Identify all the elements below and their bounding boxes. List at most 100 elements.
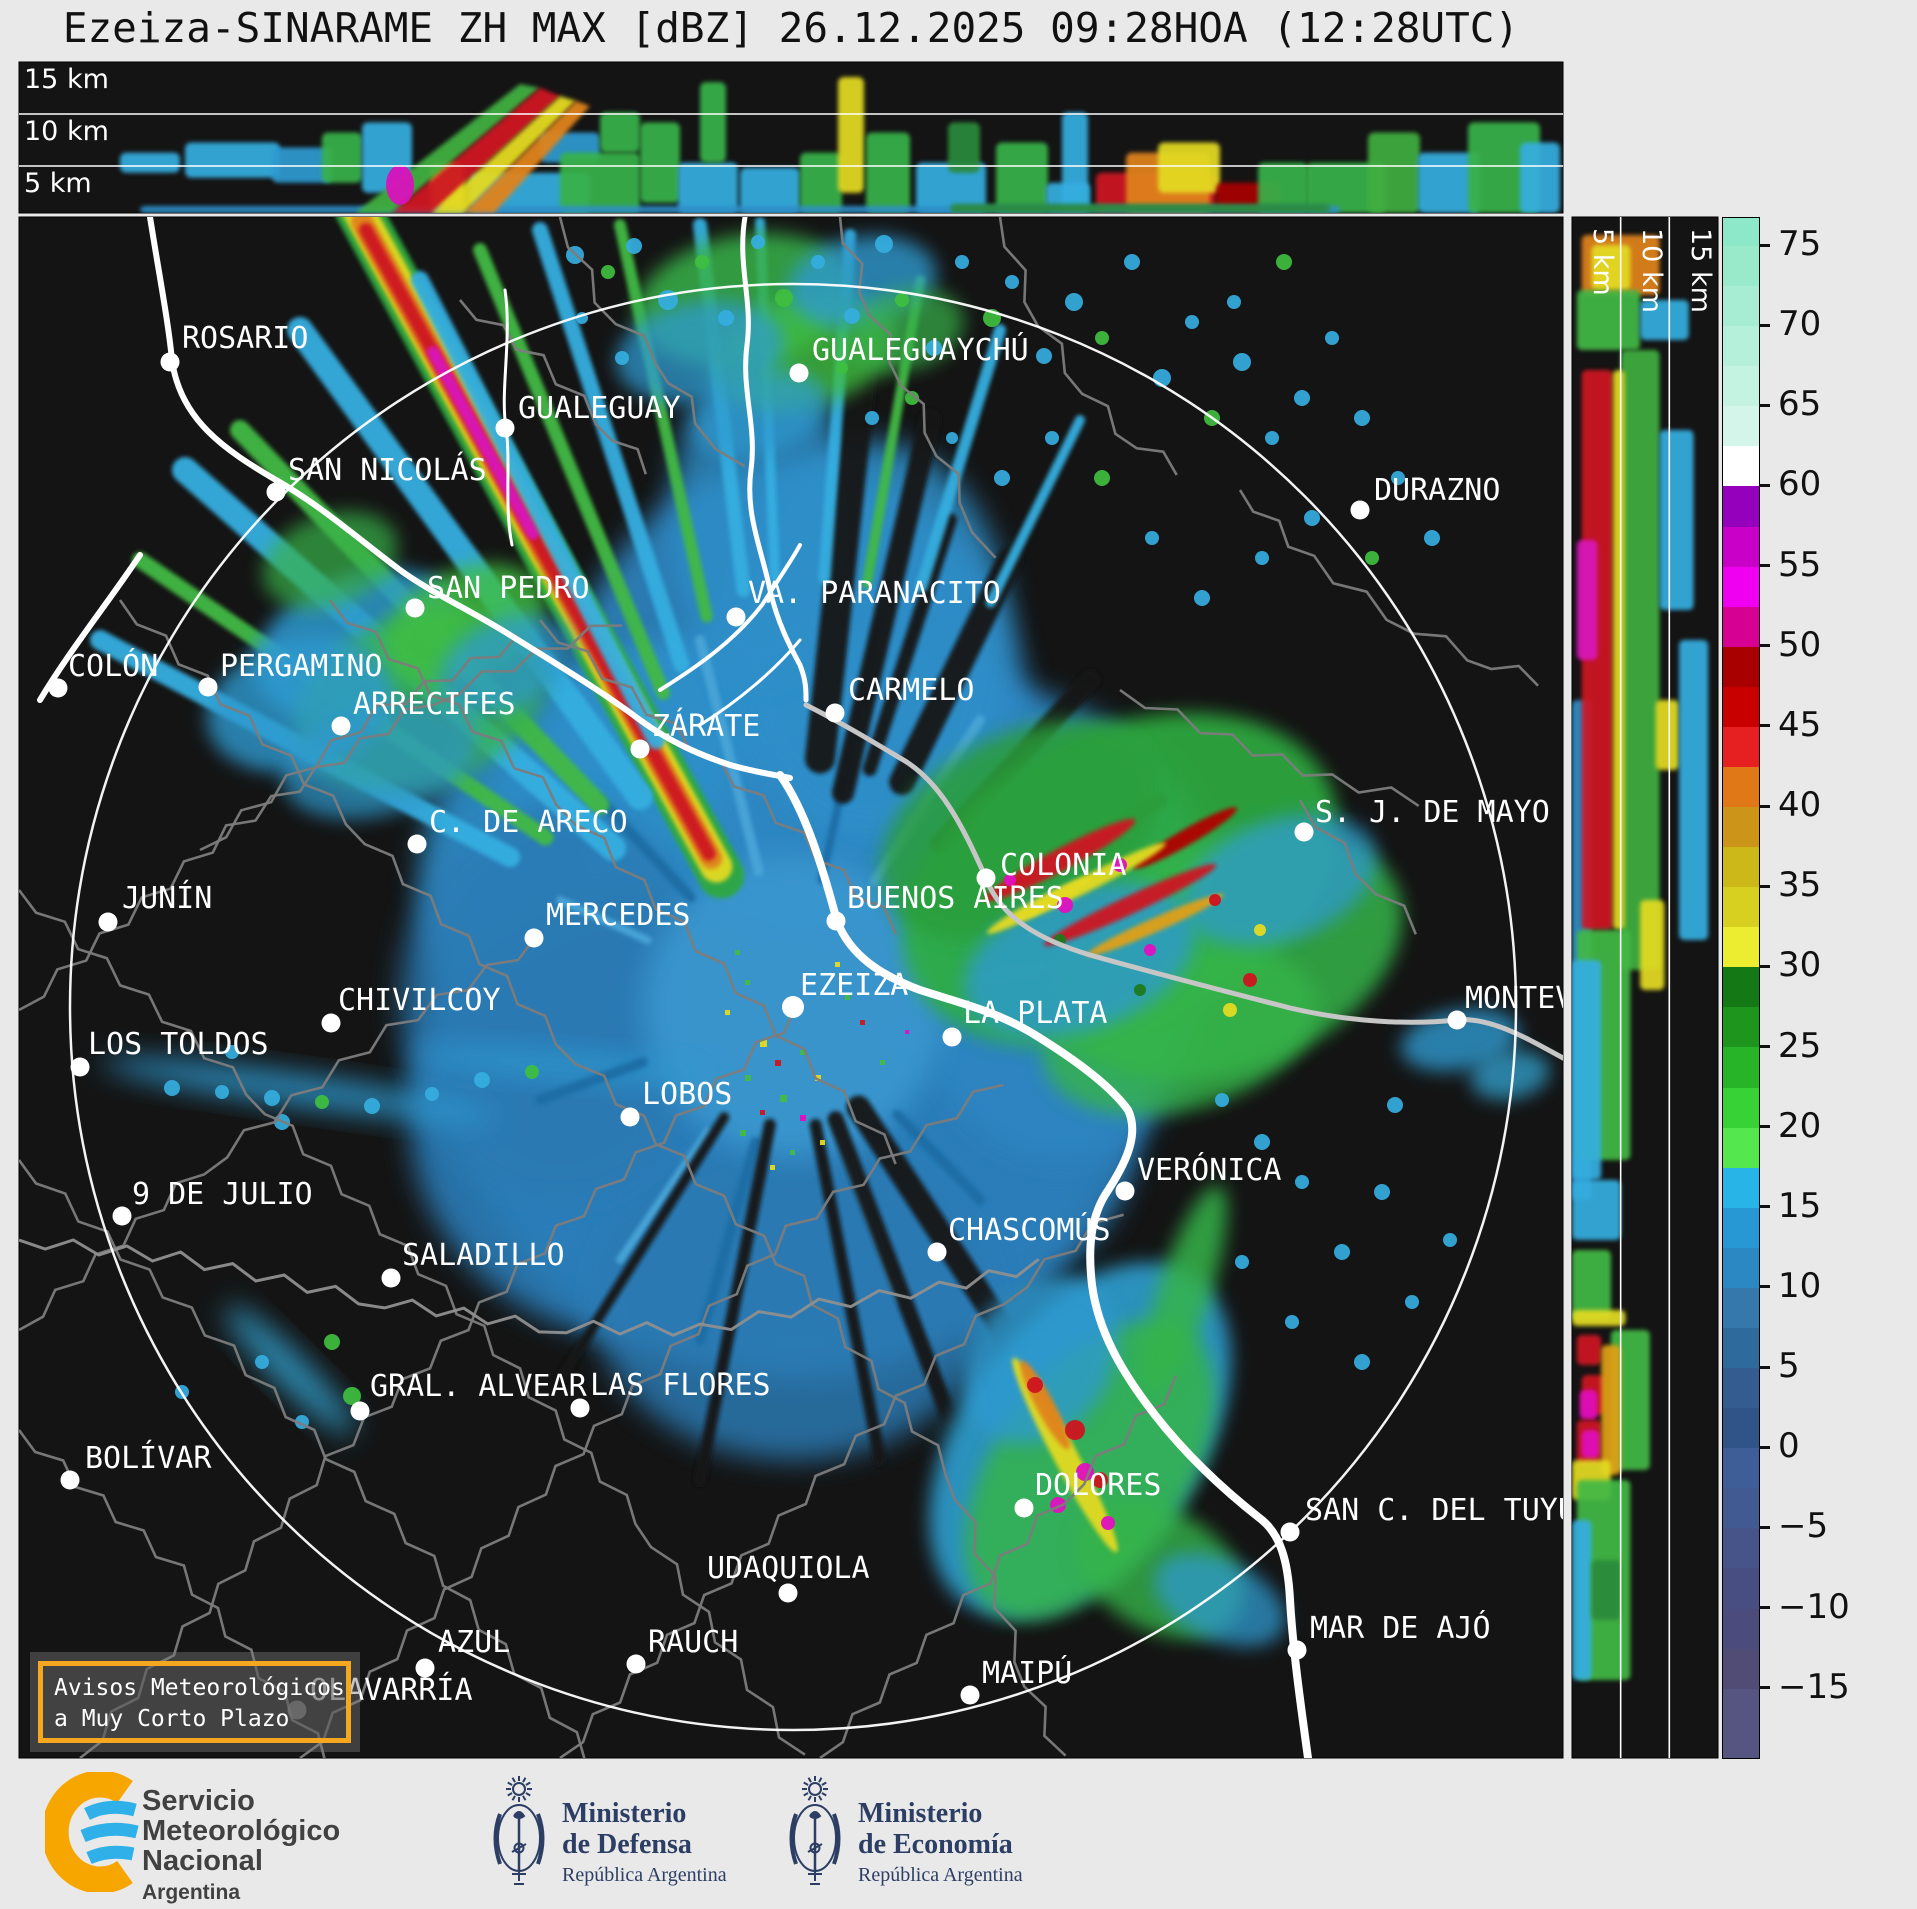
colorbar-segment <box>1723 1087 1759 1128</box>
xsec-echo <box>1572 1180 1621 1240</box>
city-dot <box>976 868 996 888</box>
echo-dot <box>1265 431 1279 445</box>
river <box>658 543 802 692</box>
colorbar-tick-mark <box>1759 1365 1770 1369</box>
city-label: CARMELO <box>848 673 974 708</box>
xsec-echo <box>948 122 980 173</box>
ministry-country: República Argentina <box>858 1864 1023 1886</box>
ministry-line: Ministerio <box>562 1798 687 1829</box>
colorbar-tick-label: 70 <box>1778 304 1822 345</box>
echo-dot <box>1424 530 1440 546</box>
ground-clutter <box>845 995 850 1000</box>
warning-line-2: a Muy Corto Plazo <box>54 1706 290 1732</box>
city-dot <box>160 352 180 372</box>
storm-cluster <box>262 511 398 609</box>
colorbar-segment <box>1723 646 1759 687</box>
echo-streak <box>535 1057 648 1105</box>
top-axis-label-10km: 10 km <box>24 116 109 147</box>
city-dot <box>70 1057 90 1077</box>
colorbar-tick-label: 65 <box>1778 384 1822 425</box>
city-dot <box>287 1700 307 1720</box>
colorbar-segment <box>1723 366 1759 407</box>
city-label: RAUCH <box>648 1625 738 1660</box>
colorbar-segment <box>1723 406 1759 447</box>
colorbar-tick-mark <box>1759 884 1770 888</box>
xsec-core <box>386 165 414 205</box>
colorbar-segment <box>1723 1207 1759 1248</box>
echo-dot <box>865 411 879 425</box>
xsec-echo <box>560 152 640 213</box>
xsec-echo <box>1576 1335 1602 1365</box>
xsec-echo <box>996 142 1048 213</box>
storm-core-dot <box>1223 1003 1237 1017</box>
xsec-echo <box>1306 162 1386 213</box>
xsec-echo <box>1620 350 1660 970</box>
colorbar-segment <box>1723 246 1759 287</box>
city-label: BOLÍVAR <box>85 1440 212 1476</box>
city-label: VA. PARANACITO <box>748 576 1001 611</box>
crest-ray <box>818 1777 823 1783</box>
xsec-echo <box>950 203 1330 213</box>
colorbar-tick-label: 75 <box>1778 224 1822 265</box>
warning-box-frame: Avisos Meteorológicos a Muy Corto Plazo <box>38 1661 351 1743</box>
echo-dot <box>1304 510 1320 526</box>
echo-dot <box>811 255 825 269</box>
xsec-echo <box>1258 162 1308 213</box>
interference-spike <box>915 324 1006 593</box>
colorbar-tick-label: 20 <box>1778 1105 1822 1146</box>
city-label: JUNÍN <box>122 880 212 916</box>
echo-dot <box>1124 254 1140 270</box>
colorbar-segment <box>1723 218 1759 247</box>
storm-cluster <box>282 700 478 820</box>
xsec-echo <box>600 112 640 153</box>
echo-dot <box>1391 471 1405 485</box>
storm-cluster <box>1470 1050 1550 1100</box>
city-dot <box>927 1242 947 1262</box>
crest-ray <box>821 1792 827 1797</box>
district-boundary <box>538 619 898 935</box>
city-label: S. J. DE MAYO <box>1315 795 1550 830</box>
ground-clutter <box>835 962 840 967</box>
echo-dot <box>1354 1354 1370 1370</box>
echo-dot <box>601 265 615 279</box>
crest-ray <box>511 1777 516 1783</box>
district-boundary <box>79 1005 798 1758</box>
xsec-echo <box>272 147 332 183</box>
xsec-echo <box>866 132 910 213</box>
colorbar-tick-mark <box>1759 243 1770 247</box>
city-label: SAN NICOLÁS <box>288 452 487 488</box>
echo-dot <box>1233 353 1251 371</box>
district-boundary <box>19 1159 586 1758</box>
echo-dot <box>926 340 942 356</box>
crest-laurel <box>536 1813 545 1865</box>
city-dot <box>620 1107 640 1127</box>
blocked-sector <box>846 1095 1022 1352</box>
economia-crest-icon <box>789 1776 841 1885</box>
city-label: AZUL <box>438 1625 510 1660</box>
colorbar-segment <box>1723 807 1759 848</box>
ground-clutter <box>880 1060 885 1065</box>
city-label: SAN C. DEL TUYÚ <box>1305 1491 1576 1528</box>
echo-dot <box>315 1095 329 1109</box>
colorbar-segment <box>1723 566 1759 607</box>
ground-clutter <box>725 1010 730 1015</box>
colorbar-tick-mark <box>1759 1445 1770 1449</box>
echo-dot <box>1005 275 1019 289</box>
district-boundary <box>19 934 538 1332</box>
colorbar-tick-label: 40 <box>1778 785 1822 826</box>
city-dot <box>321 1013 341 1033</box>
river <box>740 217 809 703</box>
echo-dot <box>1227 295 1241 309</box>
city-dot <box>350 1401 370 1421</box>
storm-core-dot <box>1027 1377 1043 1393</box>
ground-clutter <box>820 1140 825 1145</box>
echo-dot <box>875 235 893 253</box>
warning-box[interactable]: Avisos Meteorológicos a Muy Corto Plazo <box>30 1652 360 1752</box>
right-panel-layer <box>1572 217 1709 1758</box>
radar-echo <box>410 1047 710 1083</box>
city-dot <box>266 482 286 502</box>
ministry-line: de Defensa <box>562 1829 692 1860</box>
colorbar-tick-label: 60 <box>1778 464 1822 505</box>
colorbar-segment <box>1723 1408 1759 1449</box>
smn-c-icon <box>45 1772 133 1892</box>
